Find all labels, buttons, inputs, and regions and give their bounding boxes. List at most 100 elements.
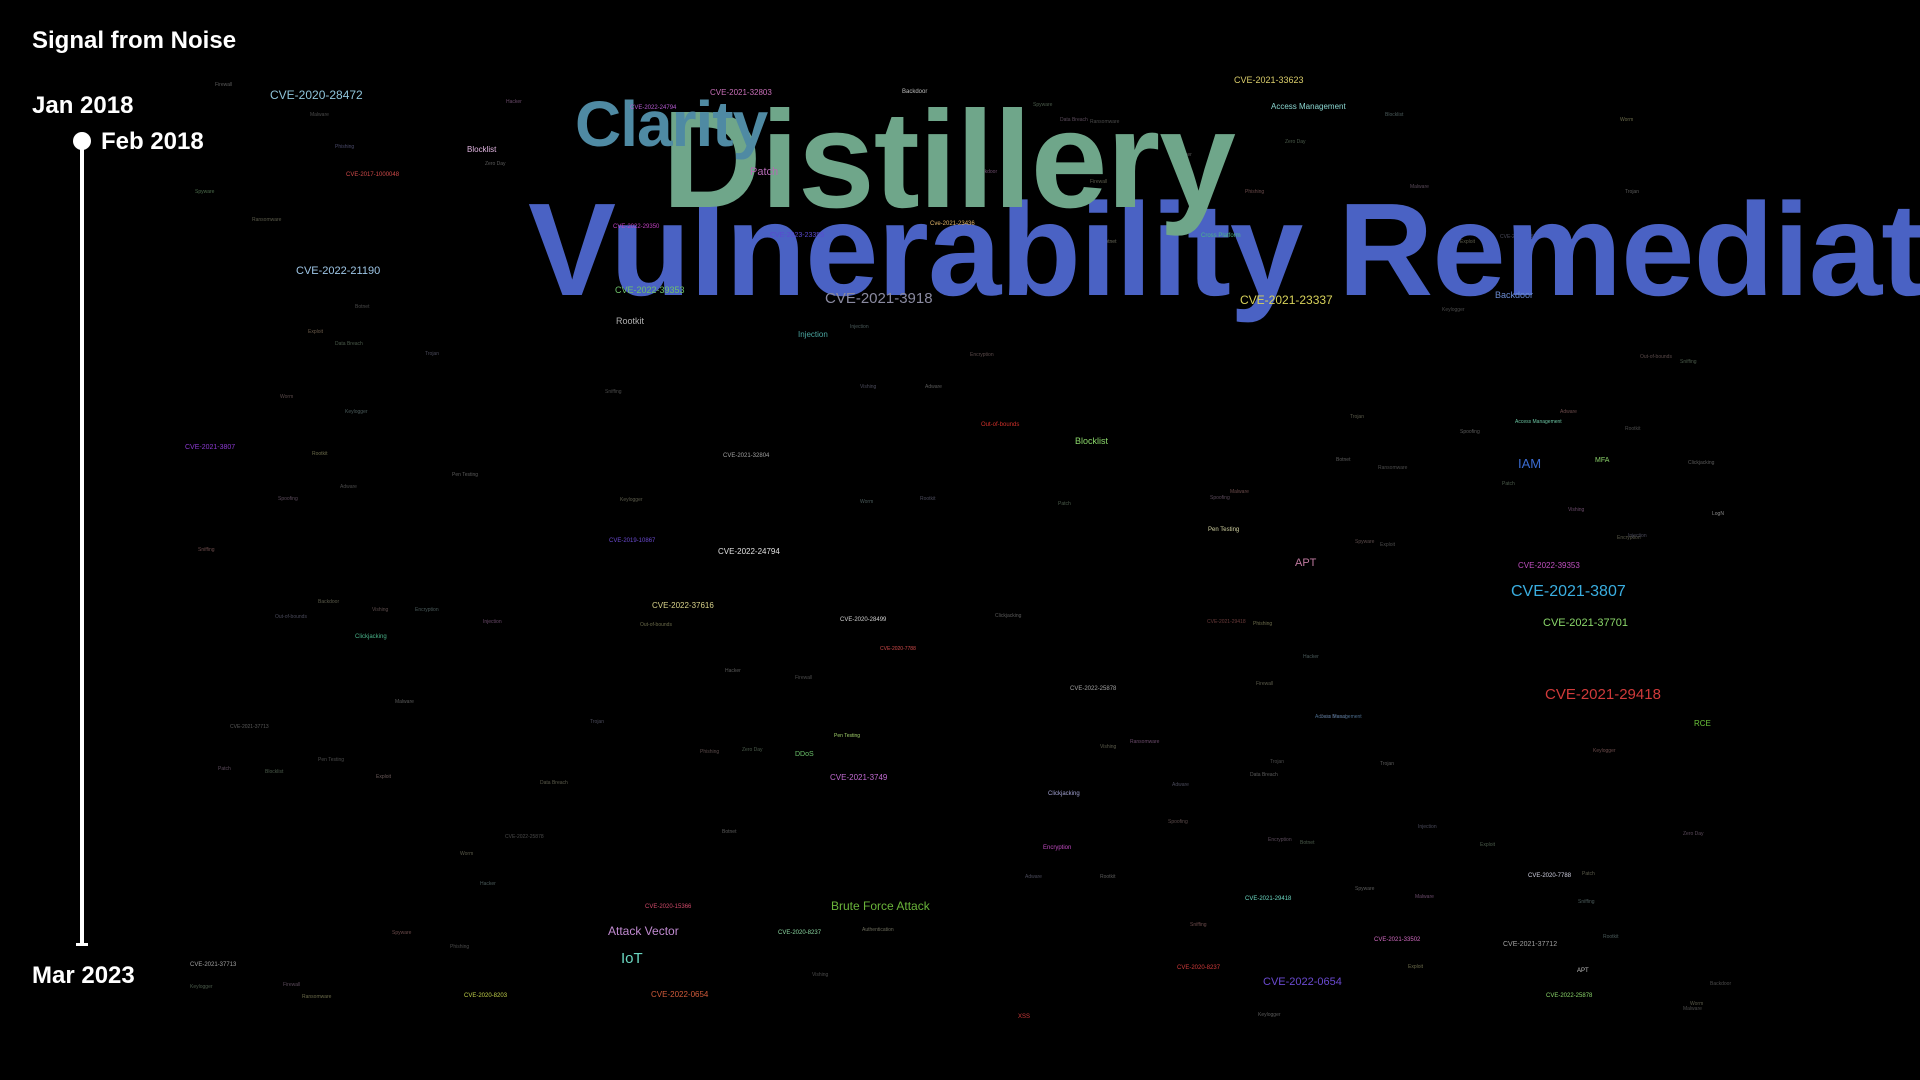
- cloud-word: CVE-2022-0654: [1263, 975, 1342, 988]
- cloud-word: Clarity: [575, 88, 768, 160]
- cloud-word-tiny: Blocklist: [265, 769, 284, 775]
- cloud-word: CVE-2017-1000048: [346, 172, 400, 178]
- cloud-word-tiny: CVE-2022-25878: [505, 834, 544, 840]
- cloud-word: CVE-2020-28499: [840, 617, 887, 623]
- cloud-word-tiny: Adware: [1560, 409, 1577, 415]
- cloud-word: CVE-2020-8237: [778, 930, 822, 936]
- cloud-word: CVE-2022-25878: [1070, 686, 1117, 692]
- cloud-word-tiny: Sniffing: [198, 547, 215, 553]
- cloud-word-tiny: Encryption: [1268, 837, 1292, 843]
- cloud-word-tiny: Data Breach: [1320, 714, 1348, 720]
- cloud-word-tiny: Rootkit: [1625, 426, 1641, 432]
- cloud-word-tiny: Backdoor: [1710, 981, 1732, 987]
- cloud-word-tiny: Exploit: [376, 774, 392, 780]
- cloud-word-tiny: Rootkit: [1603, 934, 1619, 940]
- cloud-word-tiny: Patch: [1582, 871, 1595, 877]
- timeline-start-label: Jan 2018: [32, 92, 134, 119]
- cloud-word: CVE-2022-37616: [652, 601, 714, 610]
- cloud-word-tiny: Injection: [850, 324, 869, 330]
- cloud-word: Rootkit: [616, 315, 645, 326]
- cloud-word-tiny: Keylogger: [1593, 748, 1616, 754]
- cloud-word-tiny: Patch: [1058, 501, 1071, 507]
- timeline-end-label: Mar 2023: [32, 962, 135, 989]
- cloud-word-tiny: Out-of-bounds: [1640, 354, 1672, 360]
- cloud-word-tiny: Malware: [1415, 894, 1434, 900]
- cloud-word: Backdoor: [902, 89, 928, 95]
- cloud-word-tiny: Vishing: [812, 972, 829, 978]
- cloud-word: CVE-2020-7788: [1528, 873, 1572, 879]
- cloud-word: CVE-2022-21190: [296, 264, 381, 277]
- cloud-word: CVE-2021-32803: [710, 88, 772, 97]
- cloud-word-tiny: Worm: [1620, 117, 1634, 123]
- cloud-word-tiny: CVE-2021-29418: [1207, 619, 1246, 625]
- cloud-word-tiny: Ransomware: [302, 994, 332, 1000]
- cloud-word: Blocklist: [1075, 435, 1109, 446]
- cloud-word-tiny: Data Breach: [1250, 772, 1278, 778]
- cloud-word: Clickjacking: [355, 634, 387, 640]
- timeline-slider-handle[interactable]: [73, 132, 91, 150]
- cloud-word-tiny: Spoofing: [1210, 495, 1230, 501]
- cloud-word: Out-of-bounds: [981, 422, 1020, 428]
- cloud-word-tiny: Spyware: [392, 930, 412, 936]
- cloud-word-tiny: Firewall: [795, 675, 813, 681]
- cloud-word: Cross Platform: [1201, 233, 1241, 239]
- cloud-word-tiny: Access Management: [1315, 714, 1362, 720]
- cloud-word-tiny: Patch: [1502, 481, 1515, 487]
- cloud-word-tiny: Authentication: [862, 927, 894, 933]
- timeline-current-label: Feb 2018: [101, 128, 204, 155]
- cloud-word: IAM: [1518, 455, 1542, 471]
- cloud-word: CVE-2021-3807: [185, 443, 236, 451]
- cloud-word-tiny: Trojan: [1380, 761, 1394, 767]
- cloud-word-tiny: Backdoor: [318, 599, 340, 605]
- cloud-word-tiny: Malware: [1410, 184, 1429, 190]
- cloud-word: CVE-2021-29418: [1245, 896, 1292, 902]
- cloud-word-tiny: LogN: [1712, 511, 1724, 517]
- cloud-word-tiny: Zero Day: [742, 747, 763, 753]
- cloud-word-tiny: Hacker: [1176, 152, 1192, 158]
- cloud-word: Blocklist: [467, 145, 497, 154]
- cloud-word-tiny: Clickjacking: [995, 613, 1022, 619]
- cloud-word-tiny: Hacker: [1303, 654, 1319, 660]
- cloud-word: CVE-2020-15366: [645, 904, 692, 910]
- timeline-end-tick: [76, 943, 88, 946]
- cloud-word: IoT: [621, 949, 643, 967]
- cloud-word-tiny: Keylogger: [190, 984, 213, 990]
- cloud-word-tiny: Rootkit: [312, 451, 328, 457]
- cloud-word-tiny: Worm: [860, 499, 874, 505]
- cloud-word-tiny: Adware: [925, 384, 942, 390]
- cloud-word-tiny: Firewall: [1090, 179, 1108, 185]
- cloud-word-tiny: Blocklist: [1385, 112, 1404, 118]
- cloud-word: Pen Testing: [834, 732, 861, 739]
- cloud-word-tiny: CVE-2021-37713: [230, 724, 269, 730]
- cloud-word-tiny: Trojan: [1270, 759, 1284, 765]
- cloud-word-tiny: Spoofing: [278, 496, 298, 502]
- cloud-word: CVE-2020-28472: [270, 88, 363, 102]
- cloud-word-tiny: Botnet: [1336, 457, 1351, 463]
- cloud-word: Cve-2021-23436: [930, 221, 975, 227]
- cloud-word: CVE-2022-0654: [651, 990, 709, 999]
- cloud-word-tiny: Botnet: [1300, 840, 1315, 846]
- cloud-word-tiny: Pen Testing: [318, 757, 345, 763]
- cloud-word-tiny: Injection: [1418, 824, 1437, 830]
- cloud-word-tiny: Hacker: [480, 881, 496, 887]
- cloud-word: CVE-2021-37701: [1543, 616, 1629, 629]
- cloud-word: XSS: [1018, 1014, 1031, 1020]
- cloud-word-tiny: Out-of-bounds: [275, 614, 307, 620]
- timeline-track[interactable]: [80, 140, 84, 946]
- cloud-word-tiny: Encryption: [1617, 535, 1641, 541]
- cloud-word: APT: [1577, 968, 1589, 974]
- cloud-word: Brute Force Attack: [831, 899, 930, 913]
- cloud-word-tiny: Zero Day: [485, 161, 506, 167]
- cloud-word-tiny: Phishing: [700, 749, 720, 755]
- cloud-word: CVE-2022-29350: [613, 224, 660, 230]
- cloud-word: Vulnerability Remediation: [528, 176, 1920, 323]
- cloud-word-tiny: Trojan: [1625, 189, 1639, 195]
- cloud-word-tiny: Rootkit: [920, 496, 936, 502]
- cloud-word: Backdoor: [1495, 289, 1534, 300]
- cloud-word-tiny: Ransomware: [1378, 465, 1408, 471]
- cloud-word-tiny: Sniffing: [605, 389, 622, 395]
- cloud-word: CVE-2019-10867: [609, 538, 656, 544]
- cloud-word-tiny: Clickjacking: [1688, 460, 1715, 466]
